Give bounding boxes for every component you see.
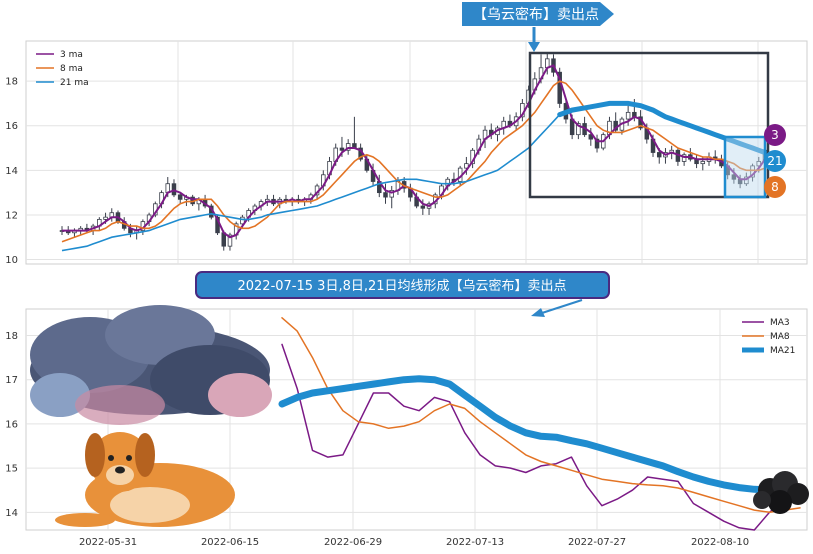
candle-body [700,161,706,165]
bottom-banner-arrowhead [531,308,545,317]
candle-body [656,152,662,158]
badge-3-label: 3 [771,128,779,142]
top-banner: 【乌云密布】卖出点 [462,2,614,52]
candle-body [240,216,245,225]
bottom-y-tick-label: 15 [5,464,18,475]
bottom-series-line-MA3 [281,343,801,531]
top-y-tick-label: 14 [5,166,18,177]
candle-body [339,147,345,151]
badge-3 [764,124,786,146]
legend-label-ma8: MA8 [770,332,790,342]
candle-body [383,192,388,198]
bottom-banner-arrow [541,299,583,314]
bottom-x-tick-label: 2022-07-27 [568,537,626,548]
bottom-x-ticks: 2022-05-31 2022-06-15 2022-06-29 2022-07-13… [79,537,749,548]
top-series-line-8ma [61,80,766,243]
top-banner-arrowhead [528,42,540,52]
candle-body [345,143,351,151]
black-cloud-puff-4 [768,490,792,514]
candle-body [681,154,687,162]
storm-cloud-illustration [30,305,272,425]
candle-body [731,174,737,180]
legend-label-3ma: 3 ma [60,50,83,60]
storm-cloud-puff-blue [30,373,90,417]
candle-body [625,111,631,120]
candle-body [594,138,600,149]
top-series-21ma-highlight [557,100,768,155]
dog-ear-left [85,433,105,477]
candle-body [588,134,594,140]
bottom-series-line-MA21 [278,375,804,496]
badge-21 [764,150,786,172]
candle-body [171,183,177,196]
cloud-cover-box [528,51,770,199]
bottom-y-tick-label: 17 [5,375,18,386]
dog-muzzle [106,465,134,485]
dog-illustration [55,432,235,527]
bottom-y-tick-label: 16 [5,419,18,430]
dog-eye-left [108,455,114,461]
legend-label-21ma: 21 ma [60,78,89,88]
end-badges: 3 21 8 [764,124,786,198]
bottom-x-tick-label: 2022-07-13 [446,537,504,548]
bottom-x-tick-label: 2022-06-29 [324,537,382,548]
top-ma-lines [61,64,768,252]
black-cloud-puff-5 [753,491,771,509]
top-banner-shape [462,2,614,26]
legend-label-ma21: MA21 [770,346,795,356]
bottom-banner-shape [195,271,610,299]
legend-label-ma3: MA3 [770,318,790,328]
candle-body [227,234,233,247]
top-candles [59,52,768,251]
candle-body [744,176,749,185]
top-series-line-3ma [62,64,766,239]
bottom-y-ticks: 14 15 16 17 18 [5,331,18,519]
top-y-tick-label: 12 [5,210,18,221]
top-y-tick-label: 18 [5,77,18,88]
top-y-tick-label: 10 [5,255,18,266]
bottom-banner: 2022-07-15 3日,8日,21日均线形成【乌云密布】卖出点 [195,271,610,317]
crossover-box [723,135,767,199]
candle-body [756,161,762,167]
dog-ear-right [135,433,155,477]
bottom-x-tick-label: 2022-08-10 [691,537,749,548]
black-cloud-puff-3 [787,483,809,505]
candle-body [177,194,183,200]
dog-eye-right [126,455,132,461]
candle-body [389,190,394,198]
badge-8-label: 8 [771,180,779,194]
black-cloud-illustration [753,471,809,514]
bottom-y-tick-label: 14 [5,508,18,519]
top-y-tick-label: 16 [5,121,18,132]
badge-8 [764,176,786,198]
top-y-ticks: 10 12 14 16 18 [5,77,18,266]
candle-body [576,123,581,136]
candle-body [103,216,108,220]
top-legend: 3 ma 8 ma 21 ma [36,50,89,88]
dog-paws [55,513,115,527]
bottom-y-tick-label: 18 [5,331,18,342]
storm-cloud-puff-rose [75,385,165,425]
bottom-banner-text: 2022-07-15 3日,8日,21日均线形成【乌云密布】卖出点 [237,278,566,294]
dog-nose [115,466,125,474]
top-banner-text: 【乌云密布】卖出点 [473,6,599,23]
bottom-ma-lines [278,317,804,531]
storm-cloud-puff-pink [208,373,272,417]
dog-belly [110,487,190,523]
candle-body [420,205,426,209]
bottom-legend: MA3 MA8 MA21 [742,318,795,356]
bottom-x-tick-label: 2022-06-15 [201,537,259,548]
dog-head [90,432,150,492]
legend-label-8ma: 8 ma [60,64,83,74]
badge-21-label: 21 [767,154,782,168]
bottom-x-tick-label: 2022-05-31 [79,537,137,548]
candle-body [464,163,469,169]
bottom-series-line-MA8 [281,317,801,514]
